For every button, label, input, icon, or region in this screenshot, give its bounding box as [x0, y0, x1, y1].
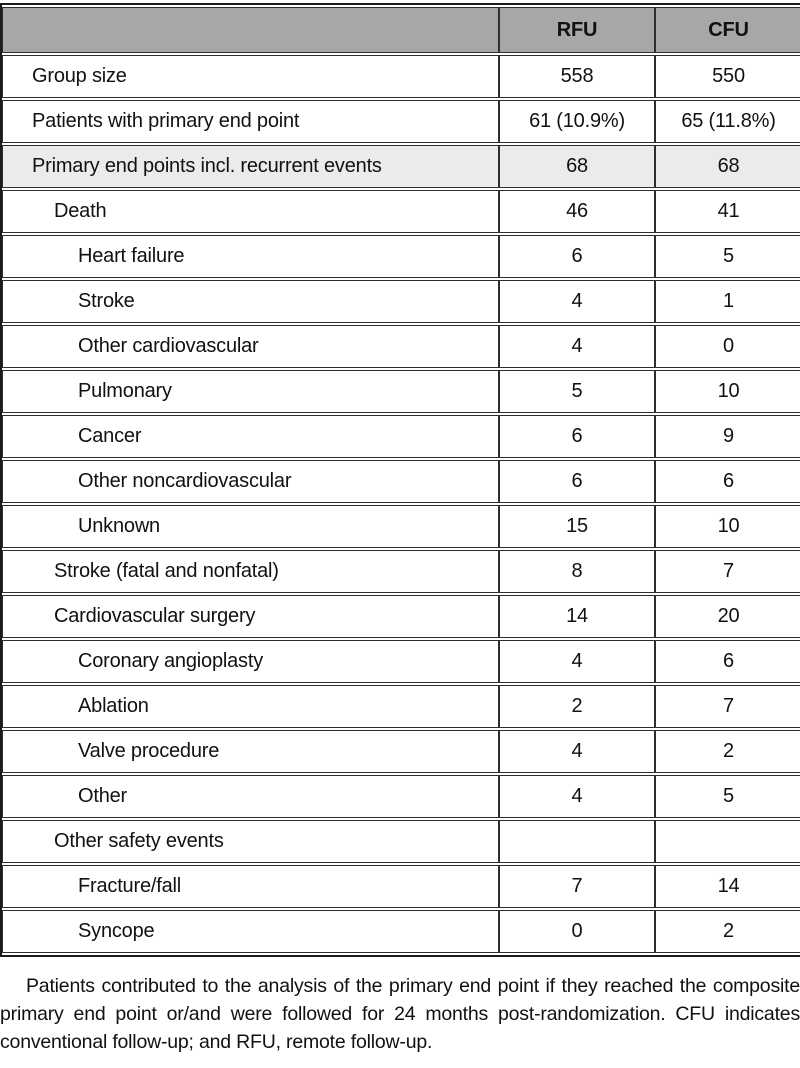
cfu-value: 6 — [655, 460, 800, 503]
row-label: Primary end points incl. recurrent event… — [2, 145, 499, 188]
rfu-value: 6 — [499, 235, 655, 278]
rfu-value: 7 — [499, 865, 655, 908]
cfu-value: 550 — [655, 55, 800, 98]
row-label: Valve procedure — [2, 730, 499, 773]
table-row: Cardiovascular surgery 14 20 — [2, 595, 800, 638]
cfu-value: 6 — [655, 640, 800, 683]
table-row: Heart failure 6 5 — [2, 235, 800, 278]
header-empty-cell — [2, 7, 499, 53]
table-row: Patients with primary end point 61 (10.9%… — [2, 100, 800, 143]
table-row: Ablation 2 7 — [2, 685, 800, 728]
rfu-value: 2 — [499, 685, 655, 728]
cfu-value: 7 — [655, 550, 800, 593]
rfu-value — [499, 820, 655, 863]
outcomes-table: RFU CFU Group size 558 550 Patients with pr… — [0, 3, 800, 957]
row-label: Coronary angioplasty — [2, 640, 499, 683]
table-row: Valve procedure 4 2 — [2, 730, 800, 773]
table-row: Primary end points incl. recurrent event… — [2, 145, 800, 188]
table-row: Group size 558 550 — [2, 55, 800, 98]
row-label: Heart failure — [2, 235, 499, 278]
row-label: Stroke (fatal and nonfatal) — [2, 550, 499, 593]
rfu-value: 4 — [499, 775, 655, 818]
header-cfu: CFU — [655, 7, 800, 53]
table-row: Unknown 15 10 — [2, 505, 800, 548]
table-row: Other noncardiovascular 6 6 — [2, 460, 800, 503]
rfu-value: 4 — [499, 730, 655, 773]
rfu-value: 4 — [499, 325, 655, 368]
table-row: Pulmonary 5 10 — [2, 370, 800, 413]
row-label: Cardiovascular surgery — [2, 595, 499, 638]
table-row: Syncope 0 2 — [2, 910, 800, 953]
table-row: Stroke (fatal and nonfatal) 8 7 — [2, 550, 800, 593]
cfu-value: 20 — [655, 595, 800, 638]
table-row: Cancer 6 9 — [2, 415, 800, 458]
cfu-value: 0 — [655, 325, 800, 368]
row-label: Ablation — [2, 685, 499, 728]
header-rfu: RFU — [499, 7, 655, 53]
rfu-value: 14 — [499, 595, 655, 638]
row-label: Death — [2, 190, 499, 233]
row-label: Other — [2, 775, 499, 818]
cfu-value: 65 (11.8%) — [655, 100, 800, 143]
table-row: Other 4 5 — [2, 775, 800, 818]
cfu-value: 5 — [655, 235, 800, 278]
row-label: Pulmonary — [2, 370, 499, 413]
cfu-value: 68 — [655, 145, 800, 188]
row-label: Cancer — [2, 415, 499, 458]
rfu-value: 46 — [499, 190, 655, 233]
row-label: Group size — [2, 55, 499, 98]
cfu-value: 2 — [655, 910, 800, 953]
table-row: Coronary angioplasty 4 6 — [2, 640, 800, 683]
rfu-value: 4 — [499, 640, 655, 683]
rfu-value: 68 — [499, 145, 655, 188]
cfu-value: 10 — [655, 505, 800, 548]
row-label: Other noncardiovascular — [2, 460, 499, 503]
rfu-value: 61 (10.9%) — [499, 100, 655, 143]
cfu-value: 9 — [655, 415, 800, 458]
table-row: Death 46 41 — [2, 190, 800, 233]
row-label: Unknown — [2, 505, 499, 548]
rfu-value: 0 — [499, 910, 655, 953]
row-label: Other safety events — [2, 820, 499, 863]
cfu-value — [655, 820, 800, 863]
table-header-row: RFU CFU — [2, 7, 800, 53]
table-row: Other cardiovascular 4 0 — [2, 325, 800, 368]
table-row: Other safety events — [2, 820, 800, 863]
row-label: Syncope — [2, 910, 499, 953]
table-row: Stroke 4 1 — [2, 280, 800, 323]
rfu-value: 6 — [499, 460, 655, 503]
cfu-value: 41 — [655, 190, 800, 233]
cfu-value: 2 — [655, 730, 800, 773]
rfu-value: 5 — [499, 370, 655, 413]
cfu-value: 10 — [655, 370, 800, 413]
rfu-value: 15 — [499, 505, 655, 548]
cfu-value: 14 — [655, 865, 800, 908]
rfu-value: 4 — [499, 280, 655, 323]
rfu-value: 6 — [499, 415, 655, 458]
table-row: Fracture/fall 7 14 — [2, 865, 800, 908]
row-label: Patients with primary end point — [2, 100, 499, 143]
row-label: Other cardiovascular — [2, 325, 499, 368]
rfu-value: 8 — [499, 550, 655, 593]
cfu-value: 1 — [655, 280, 800, 323]
row-label: Fracture/fall — [2, 865, 499, 908]
rfu-value: 558 — [499, 55, 655, 98]
cfu-value: 5 — [655, 775, 800, 818]
table-footnote: Patients contributed to the analysis of … — [0, 975, 800, 1053]
cfu-value: 7 — [655, 685, 800, 728]
row-label: Stroke — [2, 280, 499, 323]
